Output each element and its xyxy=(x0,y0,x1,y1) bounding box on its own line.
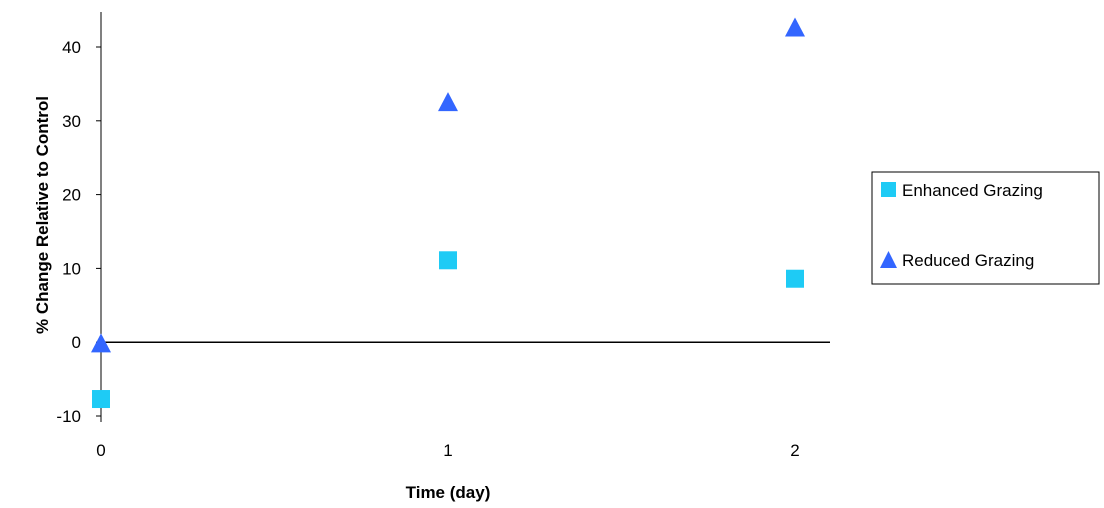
data-point-enhanced-grazing xyxy=(786,269,804,288)
y-tick-label: 30 xyxy=(62,112,81,131)
legend-label-enhanced-grazing: Enhanced Grazing xyxy=(902,181,1043,200)
y-axis-title: % Change Relative to Control xyxy=(33,96,52,334)
data-points xyxy=(91,17,805,409)
y-tick-label: -10 xyxy=(56,407,81,426)
x-axis-title: Time (day) xyxy=(406,483,491,502)
y-tick-label: 0 xyxy=(72,333,81,352)
legend-marker-reduced-grazing xyxy=(880,251,897,268)
data-point-reduced-grazing xyxy=(438,92,458,112)
x-tick-label: 2 xyxy=(790,441,799,460)
data-point-reduced-grazing xyxy=(785,17,805,37)
legend: Enhanced Grazing Reduced Grazing xyxy=(871,171,1100,285)
y-tick-label: 10 xyxy=(62,259,81,278)
y-tick-label: 40 xyxy=(62,38,81,57)
y-tick-label: 20 xyxy=(62,186,81,205)
data-point-enhanced-grazing xyxy=(92,390,110,409)
data-point-reduced-grazing xyxy=(91,333,111,353)
axes xyxy=(100,12,830,422)
legend-box xyxy=(871,171,1100,285)
data-point-enhanced-grazing xyxy=(439,251,457,270)
legend-label-reduced-grazing: Reduced Grazing xyxy=(902,251,1034,270)
x-axis-ticks: 0 1 2 xyxy=(96,441,799,460)
y-axis-ticks: -10 0 10 20 30 40 xyxy=(56,38,101,426)
x-tick-label: 1 xyxy=(443,441,452,460)
legend-marker-enhanced-grazing xyxy=(881,182,896,197)
x-tick-label: 0 xyxy=(96,441,105,460)
